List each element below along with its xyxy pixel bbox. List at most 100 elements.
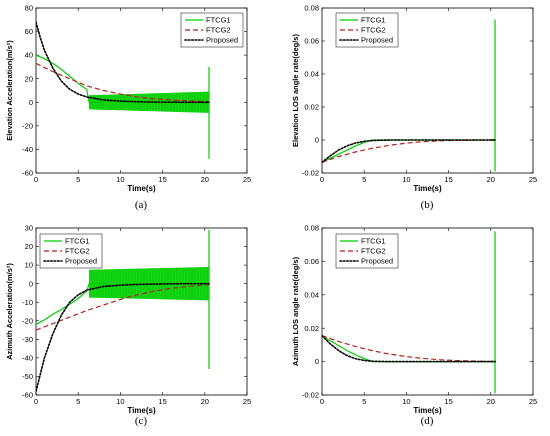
x-tick-label: 10 [116, 175, 124, 184]
panel-caption: (b) [421, 199, 434, 211]
legend-label: FTCG2 [361, 247, 386, 256]
y-tick-label: -0.02 [302, 169, 319, 178]
legend-label: FTCG1 [65, 237, 90, 246]
x-tick-label: 25 [243, 397, 251, 406]
series-proposed [322, 334, 496, 363]
x-tick-label: 5 [362, 175, 366, 184]
legend-label: FTCG2 [65, 247, 90, 256]
series-line [36, 282, 210, 393]
panel-caption: (a) [135, 199, 148, 211]
y-tick-label: 0.06 [304, 37, 319, 46]
legend-label: Proposed [65, 257, 97, 266]
y-axis-label: Elevation LOS angle rate(deg/s) [291, 34, 300, 147]
legend-label: FTCG1 [361, 16, 386, 25]
series-ftcg2 [36, 283, 210, 331]
y-tick-label: 10 [25, 261, 33, 270]
y-tick-label: -30 [22, 335, 33, 344]
x-tick-label: 20 [201, 175, 209, 184]
y-axis-label: Azimuth LOS angle rate(deg/s) [291, 256, 300, 366]
legend-label: FTCG2 [206, 26, 231, 35]
chart-panel-2: 0 5 10 15 20 25-0.0200.020.040.060.08FTCG1FTC… [291, 4, 537, 211]
chart-panel-3: 0 5 10 15 20 25 -60 -50 -40 -30 -20 -10 0 10 20 30 FTCG1… [5, 224, 251, 427]
legend-label: FTCG1 [206, 16, 231, 25]
y-tick-label: -20 [22, 316, 33, 325]
legend-box [335, 233, 399, 269]
y-tick-label: 0.08 [304, 224, 319, 233]
series-line [322, 139, 496, 164]
y-tick-label: -20 [22, 121, 33, 130]
series-layer [322, 231, 497, 394]
x-tick-label: 20 [487, 397, 495, 406]
y-tick-label: -50 [22, 372, 33, 381]
x-axis-label: Time(s) [413, 184, 442, 193]
x-axis-label: Time(s) [413, 406, 442, 415]
y-axis-label: Azimuth Acceleration(m/s²) [5, 263, 14, 360]
x-tick-label: 0 [320, 397, 324, 406]
x-axis-label: Time(s) [127, 184, 156, 193]
panel-caption: (d) [421, 415, 434, 427]
series-ftcg1 [36, 229, 210, 370]
y-tick-label: 20 [25, 74, 33, 83]
series-line [322, 334, 496, 363]
panel-caption: (c) [135, 415, 148, 427]
x-tick-label: 20 [487, 175, 495, 184]
y-tick-label: 40 [25, 51, 33, 60]
legend-box [39, 233, 103, 269]
legend-box [180, 12, 244, 48]
legend-label: FTCG2 [361, 26, 386, 35]
x-tick-label: 25 [529, 397, 537, 406]
x-tick-label: 0 [34, 175, 38, 184]
legend-box [335, 12, 399, 48]
y-tick-label: 60 [25, 27, 33, 36]
x-tick-label: 0 [320, 175, 324, 184]
x-axis-label: Time(s) [127, 406, 156, 415]
series-line [36, 62, 210, 103]
x-tick-label: 5 [76, 397, 80, 406]
legend-label: Proposed [206, 36, 238, 45]
y-tick-label: -40 [22, 353, 33, 362]
series-proposed [36, 282, 210, 393]
series-layer [36, 229, 210, 393]
y-tick-label: 0.04 [304, 290, 319, 299]
y-tick-label: 0.04 [304, 70, 319, 79]
x-tick-label: 0 [34, 397, 38, 406]
y-tick-label: -0.02 [302, 391, 319, 400]
series-proposed [322, 139, 496, 164]
legend-label: Proposed [361, 36, 393, 45]
x-tick-label: 10 [116, 397, 124, 406]
chart-panel-4: 0 5 10 15 20 25-0.0200.020.040.060.08FTCG1FTC… [291, 224, 537, 427]
y-tick-label: -60 [22, 391, 33, 400]
y-tick-label: 0.06 [304, 257, 319, 266]
series-line [36, 283, 210, 331]
x-tick-label: 15 [444, 175, 452, 184]
x-tick-label: 15 [158, 175, 166, 184]
series-layer [322, 19, 497, 172]
y-tick-label: 0.08 [304, 4, 319, 13]
y-tick-label: 30 [25, 224, 33, 233]
series-proposed [36, 21, 210, 104]
x-tick-label: 10 [402, 175, 410, 184]
y-tick-label: 0 [29, 98, 33, 107]
x-tick-label: 15 [444, 397, 452, 406]
y-tick-label: 80 [25, 4, 33, 13]
series-ftcg2 [36, 62, 210, 103]
x-tick-label: 25 [529, 175, 537, 184]
x-tick-label: 20 [201, 397, 209, 406]
legend-label: FTCG1 [361, 237, 386, 246]
y-tick-label: -10 [22, 298, 33, 307]
x-tick-label: 15 [158, 397, 166, 406]
x-tick-label: 25 [243, 175, 251, 184]
x-tick-label: 5 [362, 397, 366, 406]
y-tick-label: 0 [29, 279, 33, 288]
y-tick-label: 20 [25, 242, 33, 251]
series-line [36, 21, 210, 104]
y-axis-label: Elevation Acceleration(m/s²) [5, 40, 14, 141]
chart-panel-1: 0 5 10 15 20 25 -60 -40 -20 0 20 40 60 80 FTCG1FTCG2Pr… [5, 4, 251, 211]
y-tick-label: -60 [22, 169, 33, 178]
y-tick-label: 0.02 [304, 324, 319, 333]
